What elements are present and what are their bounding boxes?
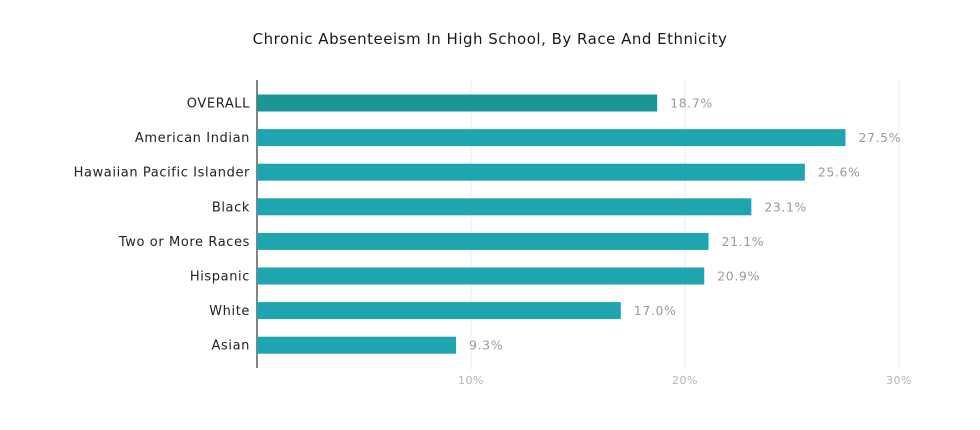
x-tick-label-10: 10% [458,374,484,387]
bar-black [257,198,752,216]
category-label-hispanic: Hispanic [190,270,250,285]
bar-asian [257,336,457,354]
value-label-overall: 18.7% [670,96,713,111]
bar-overall [257,94,658,112]
bar-hispanic [257,267,705,285]
value-label-black: 23.1% [764,199,807,214]
value-label-asian: 9.3% [469,338,503,353]
category-label-hawaiian-pacific-islander: Hawaiian Pacific Islander [74,166,250,181]
value-label-american-indian: 27.5% [859,130,902,145]
category-label-asian: Asian [212,339,250,354]
category-label-overall: OVERALL [187,97,250,112]
category-label-two-or-more-races: Two or More Races [118,235,250,250]
x-tick-label-20: 20% [672,374,698,387]
bar-white [257,302,621,320]
x-tick-label-30: 30% [886,374,912,387]
category-label-white: White [209,304,250,319]
value-label-white: 17.0% [634,303,677,318]
bar-american-indian [257,129,846,147]
category-label-black: Black [212,200,250,215]
value-label-hawaiian-pacific-islander: 25.6% [818,165,861,180]
value-label-hispanic: 20.9% [717,269,760,284]
bar-two-or-more-races [257,232,709,250]
category-label-american-indian: American Indian [135,131,250,146]
bar-hawaiian-pacific-islander [257,163,805,181]
value-label-two-or-more-races: 21.1% [722,234,765,249]
chart-title: Chronic Absenteeism In High School, By R… [252,30,728,48]
